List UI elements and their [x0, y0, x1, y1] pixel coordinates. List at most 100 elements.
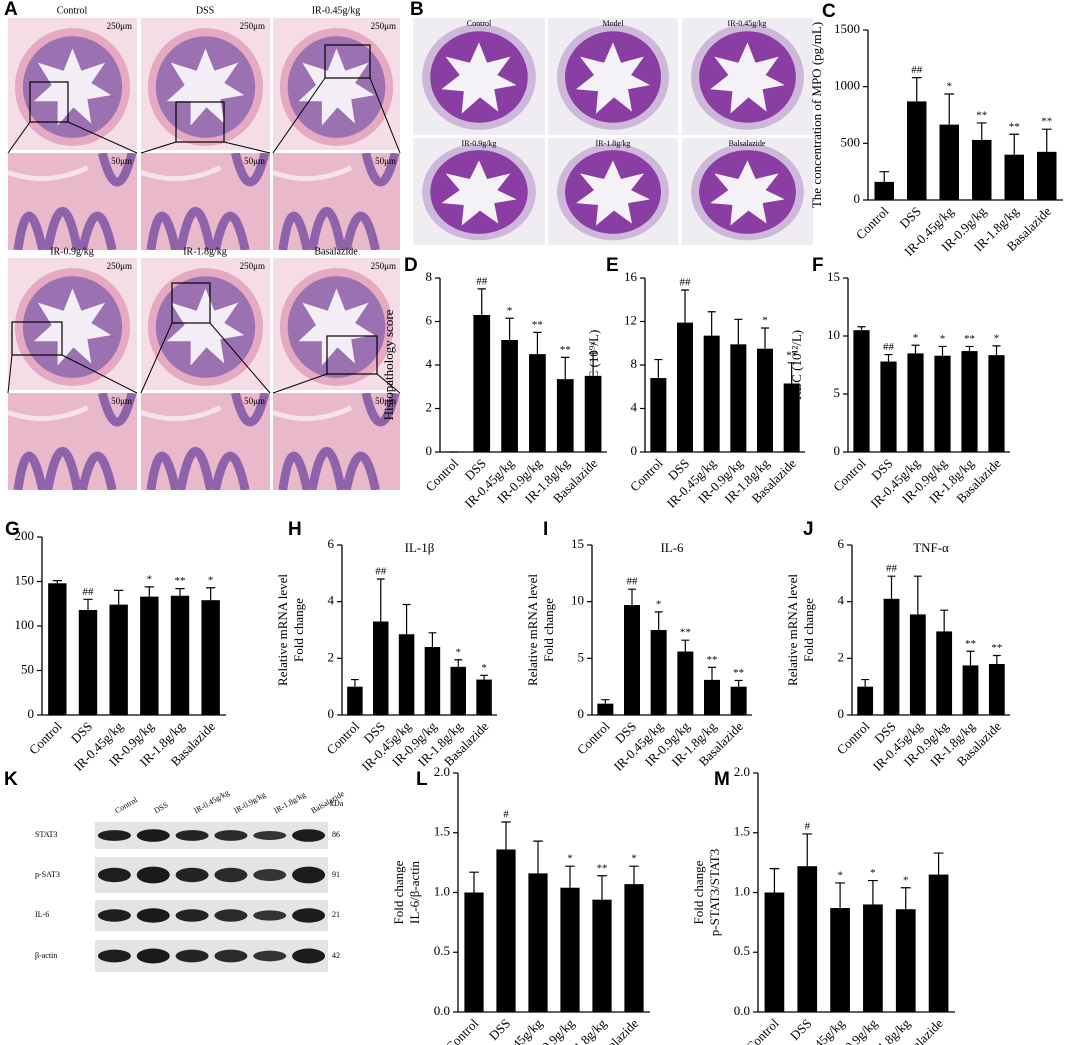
error-bar	[911, 344, 920, 354]
zoom-box	[11, 321, 63, 356]
bar	[529, 354, 546, 452]
significance-label: *	[631, 853, 637, 865]
error-bar	[933, 852, 944, 875]
error-bar	[887, 575, 896, 599]
y-tick-label: 2	[328, 649, 335, 664]
he-image	[8, 18, 137, 150]
significance-label: *	[837, 869, 843, 881]
panel-letter: M	[714, 769, 730, 790]
bar	[830, 908, 850, 1012]
significance-label: ##	[83, 586, 95, 598]
bar	[78, 609, 98, 715]
bar	[853, 330, 870, 452]
y-tick-label: 2	[838, 649, 845, 664]
x-tick-label: Control	[422, 455, 461, 494]
x-tick-label: Control	[574, 718, 613, 757]
error-bar	[480, 674, 488, 680]
he-zoom-image	[141, 393, 270, 490]
image-label: Control	[467, 19, 492, 28]
image-label: Model	[603, 19, 625, 28]
error-bar	[681, 639, 690, 652]
bar	[464, 892, 484, 1012]
panel-letter: J	[803, 519, 814, 540]
error-bar	[734, 318, 743, 345]
significance-label: ##	[911, 64, 923, 76]
error-bar	[966, 650, 975, 666]
chart-title: IL-6	[660, 540, 684, 555]
significance-label: *	[507, 305, 513, 317]
y-tick-label: 0	[631, 443, 638, 458]
y-tick-label: 0	[578, 706, 585, 721]
x-tick-label: Control	[743, 1015, 782, 1045]
y-tick-label: 6	[838, 536, 845, 551]
x-tick-label: Control	[853, 203, 892, 242]
x-tick-label: Control	[443, 1015, 482, 1045]
significance-label: *	[481, 662, 487, 674]
chart-title: TNF-α	[913, 540, 949, 555]
significance-label: #	[503, 809, 509, 821]
significance-label: *	[947, 81, 953, 93]
bar	[783, 383, 800, 452]
bar	[704, 679, 720, 715]
scale-label: 50μm	[111, 396, 132, 406]
image-label: Basalazide	[314, 246, 358, 257]
he-zoom-image	[273, 153, 400, 250]
image-label: IR-0.45g/kg	[728, 19, 767, 28]
y-axis-label: p-STAT3/STAT3	[707, 849, 722, 936]
bar	[909, 614, 926, 715]
error-bar	[477, 288, 486, 315]
significance-label: ##	[375, 566, 387, 578]
significance-label: *	[656, 598, 662, 610]
zoom-box	[171, 282, 211, 324]
bar	[939, 124, 959, 200]
bar	[140, 596, 159, 715]
y-tick-label: 100	[15, 617, 35, 632]
bar	[988, 355, 1005, 452]
bar	[961, 351, 978, 452]
lane-label: IR-1.8g/kg	[272, 790, 307, 815]
significance-label: ##	[883, 341, 895, 353]
panel-letter: I	[543, 519, 548, 540]
y-tick-label: 1000	[834, 78, 860, 93]
x-tick-label: DSS	[486, 1016, 513, 1043]
error-bar	[900, 887, 911, 910]
bar	[928, 874, 949, 1012]
panel-letter: K	[4, 769, 18, 790]
pas-image	[548, 138, 678, 245]
bar	[347, 686, 363, 715]
panel-letter: C	[822, 1, 836, 22]
y-axis-label: The concentration of MPO (pg/mL)	[809, 22, 824, 208]
bar	[730, 344, 747, 452]
y-axis-label: Fold change	[541, 598, 556, 662]
y-tick-label: 12	[624, 312, 637, 327]
error-bar	[588, 352, 598, 376]
y-tick-label: 0.0	[734, 1003, 750, 1018]
pas-image	[413, 138, 545, 245]
scale-label: 250μm	[371, 261, 396, 271]
scale-label: 250μm	[107, 261, 132, 271]
zoom-box	[326, 335, 378, 375]
y-tick-label: 2.0	[434, 764, 450, 779]
error-bar	[867, 879, 878, 905]
bar	[528, 873, 548, 1012]
error-bar	[734, 679, 743, 687]
y-axis-label: IL-6/β-actin	[407, 861, 422, 924]
chart-title: IL-1β	[405, 540, 435, 555]
panel-letter: F	[812, 255, 824, 276]
error-bar	[52, 580, 62, 584]
panel-letter: B	[410, 0, 424, 20]
image-label: DSS	[196, 5, 214, 16]
error-bar	[83, 598, 93, 610]
y-tick-label: 0	[838, 706, 845, 721]
zoom-line	[7, 77, 401, 394]
error-bar	[976, 122, 987, 140]
blot-band	[95, 940, 328, 972]
bar	[677, 651, 694, 715]
scale-label: 50μm	[244, 396, 265, 406]
y-axis-label: Fold change	[691, 860, 706, 924]
scale-label: 50μm	[111, 156, 132, 166]
y-tick-label: 10	[571, 593, 584, 608]
bar	[473, 314, 491, 452]
protein-label: STAT3	[35, 830, 57, 839]
bar	[757, 348, 773, 452]
